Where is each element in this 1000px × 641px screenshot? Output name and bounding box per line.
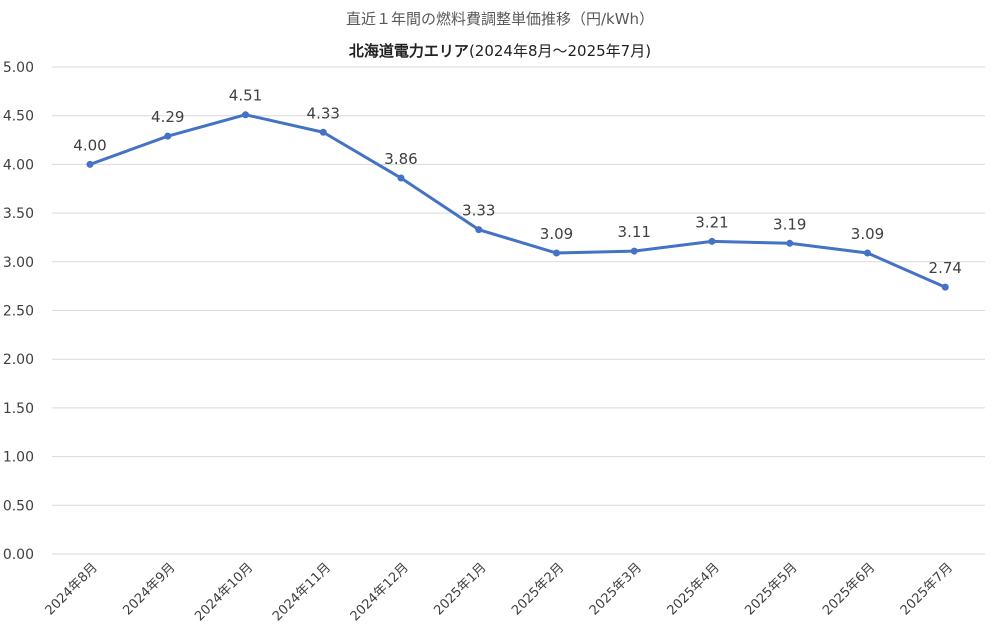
data-point xyxy=(475,226,483,234)
y-tick-label: 4.50 xyxy=(3,109,34,125)
y-axis-ticks: 0.00 0.50 1.00 1.50 2.00 2.50 3.00 3.50 4.00 4.50… xyxy=(3,60,34,563)
x-tick-label: 2024年9月 xyxy=(120,560,178,618)
data-label: 3.21 xyxy=(695,213,728,231)
y-tick-label: 1.00 xyxy=(3,450,34,466)
data-label: 2.74 xyxy=(929,259,962,277)
data-labels: 4.00 4.29 4.51 4.33 3.86 3.33 3.09 3.11 3.21 3.19… xyxy=(73,87,962,277)
y-tick-label: 1.50 xyxy=(3,401,34,417)
y-tick-label: 3.00 xyxy=(3,255,34,271)
x-tick-label: 2025年3月 xyxy=(587,560,645,618)
data-point xyxy=(941,283,949,291)
series-line xyxy=(89,113,946,289)
data-point xyxy=(630,247,638,255)
data-label: 3.09 xyxy=(540,225,573,243)
chart-subtitle-period: (2024年8月～2025年7月) xyxy=(468,42,652,60)
chart-subtitle: 北海道電力エリア(2024年8月～2025年7月) xyxy=(0,40,1000,61)
y-tick-label: 0.50 xyxy=(3,498,34,514)
data-label: 3.19 xyxy=(773,215,806,233)
x-tick-label: 2025年6月 xyxy=(820,560,878,618)
x-tick-label: 2025年7月 xyxy=(898,560,956,618)
y-tick-label: 0.00 xyxy=(3,547,34,563)
data-point xyxy=(786,239,794,247)
data-label: 3.86 xyxy=(384,150,417,168)
x-tick-label: 2025年2月 xyxy=(509,560,567,618)
x-tick-label: 2024年11月 xyxy=(270,560,334,624)
y-tick-label: 3.50 xyxy=(3,206,34,222)
y-tick-label: 2.00 xyxy=(3,352,34,368)
x-tick-label: 2025年5月 xyxy=(742,560,800,618)
y-tick-label: 5.00 xyxy=(3,60,34,76)
data-label: 4.29 xyxy=(151,108,184,126)
x-tick-label: 2025年4月 xyxy=(665,560,723,618)
x-tick-label: 2024年8月 xyxy=(43,560,101,618)
x-tick-label: 2024年12月 xyxy=(348,560,412,624)
gridlines xyxy=(52,66,985,555)
chart-subtitle-area: 北海道電力エリア xyxy=(348,42,469,60)
data-label: 3.11 xyxy=(618,223,651,241)
x-axis-ticks: 2024年8月 2024年9月 2024年10月 2024年11月 2024年12月 20… xyxy=(43,560,956,624)
y-tick-label: 2.50 xyxy=(3,304,34,320)
data-point xyxy=(864,249,871,257)
data-point xyxy=(708,237,716,245)
data-label: 4.33 xyxy=(307,104,340,122)
data-point xyxy=(553,249,560,257)
data-label: 4.00 xyxy=(73,136,106,154)
series-layer xyxy=(86,111,949,291)
chart-title: 直近１年間の燃料費調整単価推移（円/kWh） xyxy=(345,10,655,28)
x-tick-label: 2024年10月 xyxy=(192,560,256,624)
data-point xyxy=(242,111,249,119)
x-tick-label: 2025年1月 xyxy=(431,560,489,618)
data-point xyxy=(397,174,405,182)
data-point xyxy=(319,128,327,136)
data-point xyxy=(164,132,172,140)
data-label: 3.09 xyxy=(851,225,884,243)
data-point xyxy=(86,160,94,168)
data-label: 4.51 xyxy=(229,87,262,105)
data-label: 3.33 xyxy=(462,202,495,220)
y-tick-label: 4.00 xyxy=(3,157,34,173)
